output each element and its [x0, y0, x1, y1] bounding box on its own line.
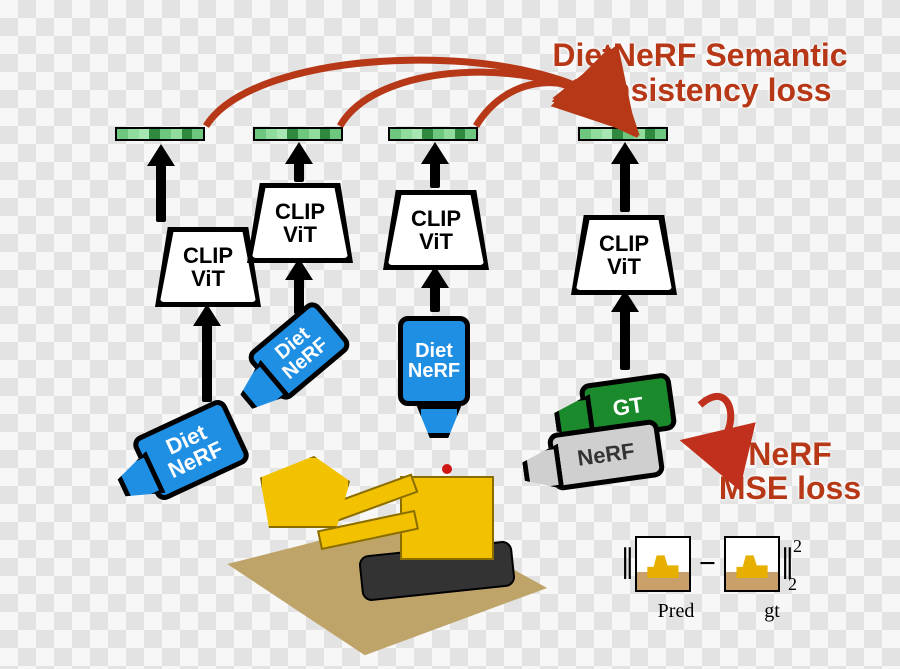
clip-vit-block-1: CLIPViT	[160, 232, 256, 302]
semantic-consistency-title: DietNeRF Semantic Consistency loss	[540, 38, 860, 108]
arrow-a3a	[430, 158, 440, 188]
title-line2: Consistency loss	[540, 73, 860, 108]
arrow-a4b	[620, 306, 630, 370]
arrow-a3b	[430, 282, 440, 312]
mse-title-line2: MSE loss	[700, 472, 880, 506]
minus-sign: −	[691, 547, 724, 581]
lego-beacon	[442, 464, 452, 474]
mse-norm-expression: ‖ − ‖ 2 2	[620, 536, 799, 592]
camera-cam3: DietNeRF	[398, 316, 470, 406]
arrow-a4a	[620, 158, 630, 212]
clip-vit-block-4: CLIPViT	[576, 220, 672, 290]
camera-label: NeRF	[576, 440, 636, 470]
clip-label-bottom: ViT	[191, 266, 225, 291]
clip-label-bottom: ViT	[283, 222, 317, 247]
norm-bar-left: ‖	[620, 541, 635, 587]
lego-bulldozer-scene	[210, 420, 550, 656]
clip-label-bottom: ViT	[419, 229, 453, 254]
clip-label-top: CLIP	[411, 206, 461, 231]
clip-vit-2: CLIPViT	[252, 188, 348, 258]
clip-label-top: CLIP	[183, 243, 233, 268]
norm-sup-2: 2	[793, 536, 802, 557]
clip-vit-4: CLIPViT	[576, 220, 672, 290]
clip-vit-block-2: CLIPViT	[252, 188, 348, 258]
camera-label: GT	[611, 394, 644, 420]
clip-label-top: CLIP	[599, 231, 649, 256]
clip-vit-block-3: CLIPViT	[388, 195, 484, 265]
mse-pred-thumb	[635, 536, 691, 592]
clip-vit-3: CLIPViT	[388, 195, 484, 265]
mse-gt-label: gt	[744, 600, 800, 623]
embedding-bar-2	[253, 127, 343, 141]
title-line1: DietNeRF Semantic	[540, 38, 860, 73]
embedding-bar-1	[115, 127, 205, 141]
mse-title-line1: NeRF	[700, 438, 880, 472]
clip-vit-1: CLIPViT	[160, 232, 256, 302]
arrow-a2a	[294, 158, 304, 182]
diagram-stage: DietNeRF Semantic Consistency loss CLIPV…	[0, 0, 900, 669]
arrow-a1a	[156, 160, 166, 222]
camera-cam2: DietNeRF	[245, 298, 354, 403]
lego-bucket	[260, 456, 350, 528]
mse-captions: Pred gt	[648, 600, 800, 623]
mse-pred-label: Pred	[648, 600, 704, 623]
clip-label-top: CLIP	[275, 199, 325, 224]
mse-gt-thumb	[724, 536, 780, 592]
arrow-a1b	[202, 320, 212, 402]
camera-label: DietNeRF	[408, 341, 460, 381]
nerf-mse-title: NeRF MSE loss	[700, 438, 880, 505]
clip-label-bottom: ViT	[607, 254, 641, 279]
embedding-bar-4	[578, 127, 668, 141]
camera-label: DietNeRF	[266, 319, 332, 383]
norm-sub-2: 2	[788, 574, 797, 595]
embedding-bar-3	[388, 127, 478, 141]
